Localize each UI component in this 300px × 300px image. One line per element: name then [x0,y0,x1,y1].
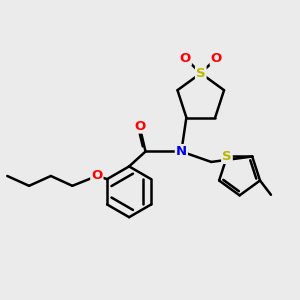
Text: O: O [91,169,103,182]
Text: N: N [176,145,187,158]
Text: O: O [211,52,222,65]
Text: S: S [196,67,206,80]
Text: O: O [134,120,145,133]
Text: S: S [222,150,232,163]
Text: O: O [180,52,191,65]
